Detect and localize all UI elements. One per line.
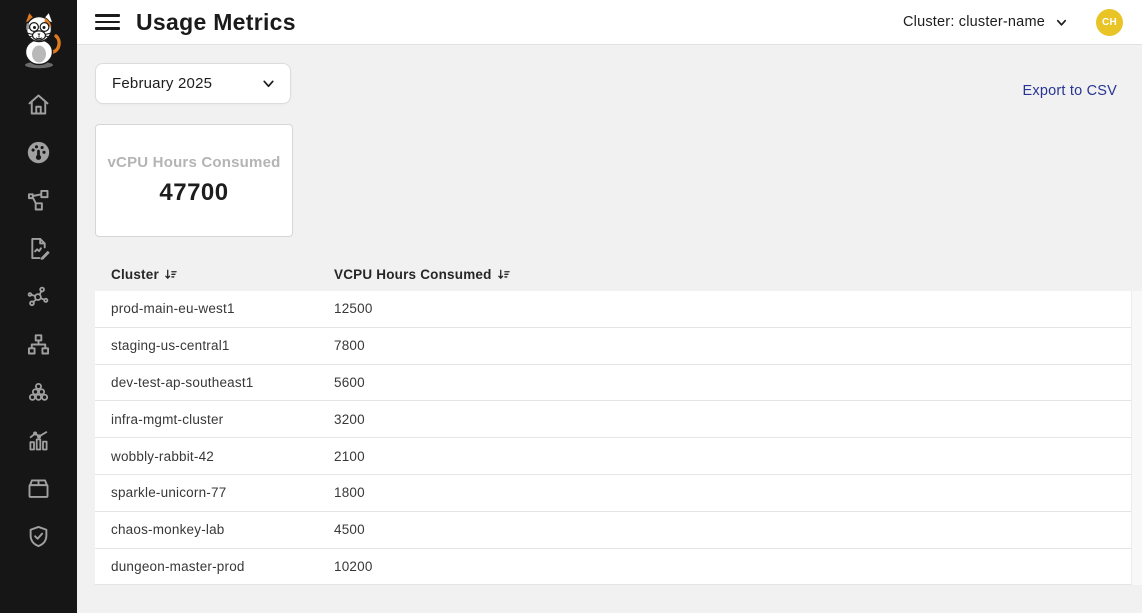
hamburger-menu-button[interactable] — [95, 10, 120, 35]
chevron-down-icon — [263, 80, 274, 88]
cell-cluster-name: chaos-monkey-lab — [111, 522, 225, 538]
column-header-cluster[interactable]: Cluster — [95, 267, 334, 282]
top-header: Usage Metrics Cluster: cluster-name CH — [77, 0, 1142, 45]
sidebar-item-reports[interactable] — [0, 224, 77, 272]
cell-vcpu-hours: 2100 — [334, 448, 365, 464]
avatar-initials: CH — [1101, 16, 1118, 28]
cell-cluster-name: wobbly-rabbit-42 — [111, 448, 214, 464]
table-row: prod-main-eu-west1 12500 — [95, 291, 1142, 328]
sitemap-icon — [27, 333, 50, 354]
sidebar-item-network[interactable] — [0, 272, 77, 320]
cell-vcpu-hours: 3200 — [334, 411, 365, 427]
table-row: infra-mgmt-cluster 3200 — [95, 401, 1142, 439]
network-hub-icon — [27, 286, 49, 306]
column-header-vcpu-hours[interactable]: VCPU Hours Consumed — [334, 267, 510, 282]
user-avatar[interactable]: CH — [1096, 8, 1123, 36]
table-body: prod-main-eu-west1 12500 staging-us-cent… — [95, 291, 1142, 586]
sidebar — [0, 0, 77, 613]
usage-table: Cluster VCPU Hours Consumed prod-main-eu… — [95, 258, 1142, 586]
table-row: dev-test-ap-southeast1 5600 — [95, 365, 1142, 402]
table-row: wobbly-rabbit-42 2100 — [95, 438, 1142, 475]
header-right: Cluster: cluster-name CH — [903, 8, 1142, 36]
table-row: sparkle-unicorn-77 1800 — [95, 475, 1142, 512]
cell-vcpu-hours: 1800 — [334, 485, 365, 501]
cell-vcpu-hours: 12500 — [334, 301, 373, 317]
table-header-row: Cluster VCPU Hours Consumed — [95, 258, 1142, 291]
table-row: staging-us-central1 7800 — [95, 328, 1142, 365]
sidebar-item-security[interactable] — [0, 512, 77, 560]
sidebar-item-sitemap[interactable] — [0, 320, 77, 368]
analytics-icon — [29, 430, 48, 450]
gauge-icon — [27, 141, 50, 163]
card-value: 47700 — [159, 179, 229, 206]
document-edit-icon — [31, 237, 50, 260]
table-row: dungeon-master-prod 10200 — [95, 549, 1142, 586]
sidebar-nav — [0, 80, 77, 560]
cell-cluster-name: staging-us-central1 — [111, 338, 230, 354]
table-scrollbar[interactable] — [1131, 291, 1142, 586]
package-icon — [28, 478, 49, 498]
cell-vcpu-hours: 5600 — [334, 374, 365, 390]
cluster-circles-icon — [28, 382, 49, 401]
export-csv-link[interactable]: Export to CSV — [1022, 83, 1117, 99]
topology-icon — [27, 189, 49, 210]
cell-vcpu-hours: 10200 — [334, 558, 373, 574]
chevron-down-icon — [1056, 19, 1067, 26]
vcpu-summary-card: vCPU Hours Consumed 47700 — [95, 124, 293, 237]
cell-cluster-name: dev-test-ap-southeast1 — [111, 374, 254, 390]
card-title: vCPU Hours Consumed — [107, 154, 281, 171]
cell-vcpu-hours: 4500 — [334, 522, 365, 538]
shield-check-icon — [29, 525, 48, 547]
sort-icon — [497, 269, 510, 279]
table-row: chaos-monkey-lab 4500 — [95, 512, 1142, 549]
sidebar-item-packages[interactable] — [0, 464, 77, 512]
home-icon — [28, 94, 49, 114]
cell-cluster-name: prod-main-eu-west1 — [111, 301, 235, 317]
sidebar-item-clusters[interactable] — [0, 368, 77, 416]
sort-icon — [165, 269, 177, 279]
cat-mascot-logo[interactable] — [15, 10, 63, 70]
month-selector-value: February 2025 — [112, 75, 213, 92]
cluster-selector[interactable]: Cluster: cluster-name — [903, 14, 1068, 30]
month-selector[interactable]: February 2025 — [95, 63, 291, 104]
cell-vcpu-hours: 7800 — [334, 338, 365, 354]
sidebar-item-analytics[interactable] — [0, 416, 77, 464]
main-content: February 2025 Export to CSV vCPU Hours C… — [77, 45, 1142, 613]
cell-cluster-name: infra-mgmt-cluster — [111, 411, 224, 427]
sidebar-item-home[interactable] — [0, 80, 77, 128]
sidebar-item-metrics[interactable] — [0, 128, 77, 176]
cell-cluster-name: dungeon-master-prod — [111, 558, 245, 574]
cluster-selector-label: Cluster: cluster-name — [903, 14, 1045, 30]
sidebar-item-topology[interactable] — [0, 176, 77, 224]
page-title: Usage Metrics — [136, 8, 296, 35]
cell-cluster-name: sparkle-unicorn-77 — [111, 485, 227, 501]
